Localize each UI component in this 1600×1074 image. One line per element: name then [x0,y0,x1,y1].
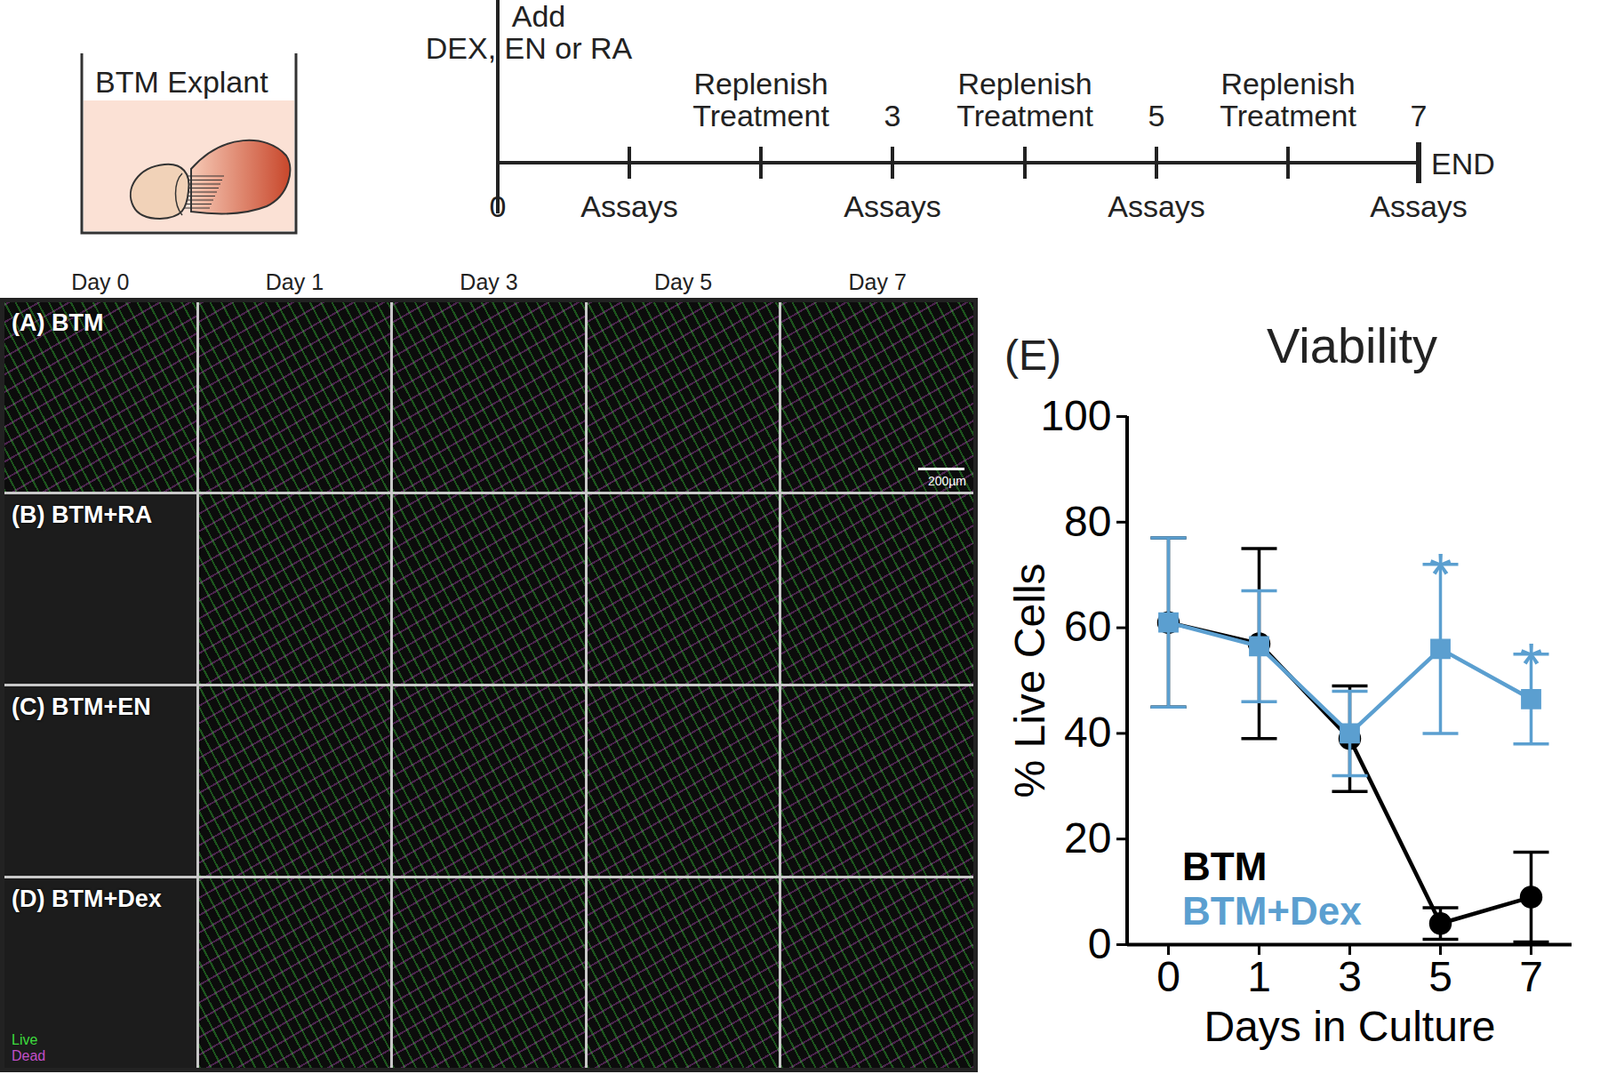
svg-text:Assays: Assays [1107,189,1206,224]
svg-text:*: * [1429,541,1453,608]
html-text:200µm: 200µm [927,473,967,488]
html-text:(A) BTM: (A) BTM [11,309,104,336]
svg-text:Replenish: Replenish [1220,66,1355,101]
svg-text:0: 0 [1156,952,1181,1000]
svg-text:1: 1 [1247,952,1272,1000]
html-text:Viability: Viability [1266,317,1438,374]
svg-text:Treatment: Treatment [692,98,830,133]
html-text:Day 1: Day 1 [265,269,324,295]
svg-text:Treatment: Treatment [1219,98,1357,133]
html-text:(E): (E) [1004,331,1062,379]
html-text:(D) BTM+Dex: (D) BTM+Dex [11,885,162,912]
html-text:Dead: Dead [11,1048,46,1064]
svg-text:3: 3 [884,98,902,133]
svg-text:Days in Culture: Days in Culture [1203,1002,1496,1050]
html-text:Day 3: Day 3 [459,269,518,295]
svg-text:END: END [1431,146,1496,181]
svg-text:7: 7 [1410,98,1428,133]
html-text:BTM+Dex: BTM+Dex [1182,888,1362,933]
svg-text:Replenish: Replenish [957,66,1092,101]
svg-text:40: 40 [1064,708,1112,756]
svg-text:% Live Cells: % Live Cells [1006,562,1054,798]
svg-text:Add: Add [512,0,567,33]
html-text:Day 0: Day 0 [71,269,130,295]
svg-text:Assays: Assays [1369,189,1468,224]
svg-text:Assays: Assays [580,189,679,224]
html-text:Live: Live [11,1032,38,1048]
html-text:Day 5: Day 5 [654,269,713,295]
html-text:(C) BTM+EN: (C) BTM+EN [11,693,151,720]
svg-text:100: 100 [1040,392,1112,440]
svg-text:20: 20 [1064,814,1112,862]
svg-text:5: 5 [1428,952,1453,1000]
svg-text:Treatment: Treatment [956,98,1094,133]
html-text:BTM: BTM [1182,844,1267,888]
svg-text:80: 80 [1064,497,1112,545]
svg-text:Replenish: Replenish [693,66,828,101]
html-text:Day 7: Day 7 [848,269,907,295]
html-text:(B) BTM+RA: (B) BTM+RA [11,501,153,528]
svg-text:7: 7 [1519,952,1544,1000]
svg-text:60: 60 [1064,602,1112,650]
svg-text:*: * [1520,631,1544,697]
svg-text:BTM Explant: BTM Explant [95,64,269,99]
svg-text:0: 0 [1088,920,1112,968]
svg-text:DEX, EN or RA: DEX, EN or RA [425,31,633,65]
svg-text:3: 3 [1337,952,1362,1000]
svg-text:Assays: Assays [843,189,942,224]
svg-text:5: 5 [1148,98,1166,133]
svg-text:0: 0 [489,189,507,224]
